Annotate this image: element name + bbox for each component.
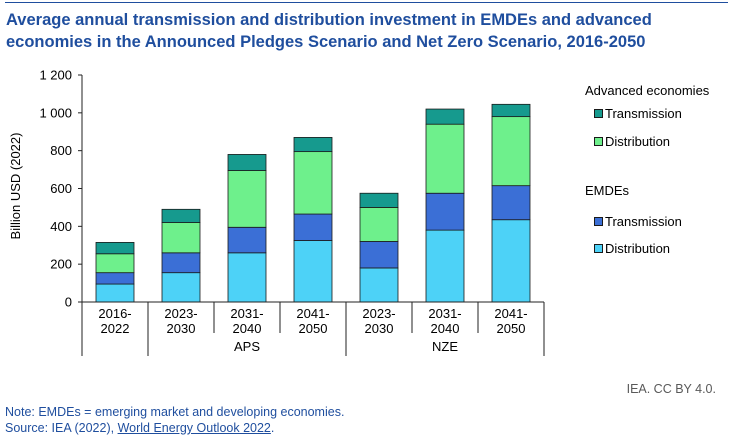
legend-swatch-advanced-distribution	[594, 137, 603, 146]
bar-segment-3-2	[293, 151, 333, 215]
x-tick-label: 2031-	[230, 306, 263, 321]
bar-segment-1-2	[161, 222, 201, 254]
legend-title-advanced: Advanced economies	[585, 83, 710, 98]
bar-segment-2-0	[227, 252, 267, 303]
bar-segment-6-3	[491, 103, 531, 118]
license-credit: IEA. CC BY 4.0.	[626, 382, 716, 396]
y-axis-label: Billion USD (2022)	[8, 133, 23, 240]
x-tick-label: 2023-	[362, 306, 395, 321]
y-tick-label: 800	[50, 143, 72, 158]
bar-segment-3-0	[293, 240, 333, 303]
bar-segment-6-1	[491, 185, 531, 221]
legend-swatch-advanced-transmission	[594, 109, 603, 118]
legend-label-advanced-distribution: Distribution	[605, 134, 671, 149]
bar-segment-2-1	[227, 226, 267, 254]
bar-segment-5-2	[425, 123, 465, 194]
y-axis: 0 200 400 600 800 1 000 1 200	[39, 68, 83, 310]
y-tick-label: 0	[65, 295, 72, 310]
legend-item-advanced-transmission: Transmission	[594, 106, 682, 122]
bar-segment-0-1	[95, 272, 135, 285]
x-group-label: APS	[234, 339, 260, 354]
y-tick-label: 600	[50, 181, 72, 196]
title-rule	[5, 2, 728, 3]
chart-title: Average annual transmission and distribu…	[6, 11, 652, 51]
y-tick-label: 1 200	[39, 68, 72, 83]
bar-segment-5-3	[425, 108, 465, 125]
y-tick-label: 400	[50, 219, 72, 234]
bar-segment-5-0	[425, 229, 465, 303]
x-tick-label: 2030	[365, 321, 394, 336]
legend-item-emde-distribution: Distribution	[594, 241, 671, 257]
bar-segment-1-3	[161, 208, 201, 223]
x-tick-label: 2041-	[296, 306, 329, 321]
bars	[95, 103, 531, 303]
legend-item-emde-transmission: Transmission	[594, 214, 682, 230]
x-tick-label: 2040	[233, 321, 262, 336]
bar-segment-3-1	[293, 213, 333, 241]
source-prefix: Source: IEA (2022),	[5, 421, 118, 435]
bar-segment-0-3	[95, 242, 135, 255]
bar-segment-5-1	[425, 192, 465, 231]
legend-label-advanced-transmission: Transmission	[605, 106, 682, 121]
bar-segment-0-2	[95, 253, 135, 274]
x-tick-label: 2023-	[164, 306, 197, 321]
legend-label-emde-distribution: Distribution	[605, 241, 671, 256]
bar-segment-2-2	[227, 170, 267, 228]
bar-segment-0-0	[95, 283, 135, 303]
x-tick-label: 2050	[299, 321, 328, 336]
legend-item-advanced-distribution: Distribution	[594, 134, 671, 150]
x-axis: 2016-20222023-20302031-20402041-20502023…	[81, 301, 545, 356]
bar-segment-4-3	[359, 192, 399, 208]
legend-title-emdes: EMDEs	[585, 183, 630, 198]
bar-segment-4-0	[359, 267, 399, 303]
x-tick-label: 2031-	[428, 306, 461, 321]
bar-segment-6-0	[491, 219, 531, 303]
bar-segment-1-1	[161, 252, 201, 274]
x-tick-label: 2030	[167, 321, 196, 336]
source-suffix: .	[270, 421, 275, 435]
bar-segment-1-0	[161, 272, 201, 303]
x-group-label: NZE	[432, 339, 458, 354]
y-tick-label: 1 000	[39, 105, 72, 120]
x-tick-label: 2022	[101, 321, 130, 336]
legend-label-emde-transmission: Transmission	[605, 214, 682, 229]
x-tick-label: 2040	[431, 321, 460, 336]
bar-segment-4-1	[359, 241, 399, 269]
bar-segment-2-3	[227, 154, 267, 171]
y-tick-label: 200	[50, 257, 72, 272]
source-link[interactable]: World Energy Outlook 2022	[117, 421, 271, 435]
bar-segment-3-3	[293, 137, 333, 153]
bar-segment-4-2	[359, 207, 399, 242]
footnote: Note: EMDEs = emerging market and develo…	[5, 405, 345, 419]
legend-swatch-emde-distribution	[594, 244, 603, 253]
source-line: Source: IEA (2022), World Energy Outlook…	[5, 421, 274, 436]
x-tick-label: 2041-	[494, 306, 527, 321]
legend-swatch-emde-transmission	[594, 217, 603, 226]
bar-segment-6-2	[491, 116, 531, 187]
x-tick-label: 2050	[497, 321, 526, 336]
x-tick-label: 2016-	[98, 306, 131, 321]
